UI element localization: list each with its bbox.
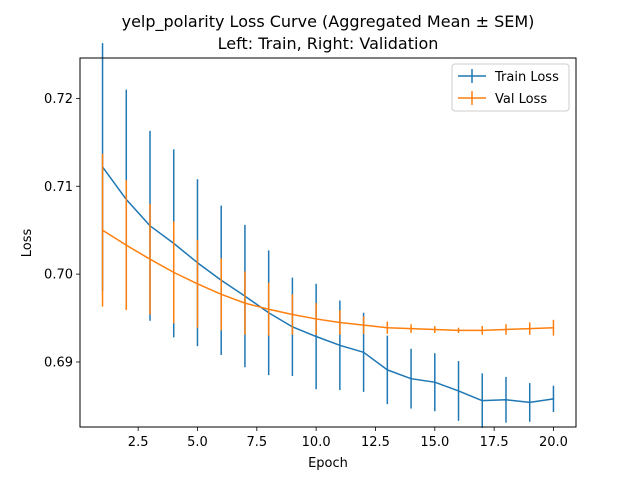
data-point bbox=[386, 369, 389, 371]
x-axis-label: Epoch bbox=[308, 456, 348, 471]
x-tick-label: 17.5 bbox=[480, 435, 509, 450]
series-layer bbox=[101, 43, 555, 428]
x-tick-label: 12.5 bbox=[361, 435, 390, 450]
data-point bbox=[362, 324, 365, 326]
data-point bbox=[528, 327, 531, 330]
data-point bbox=[291, 313, 294, 316]
chart-title-line1: yelp_polarity Loss Curve (Aggregated Mea… bbox=[122, 12, 535, 32]
chart-title-line2: Left: Train, Right: Validation bbox=[218, 34, 439, 53]
series-line bbox=[101, 166, 554, 404]
data-point bbox=[457, 390, 460, 392]
x-tick-label: 10.0 bbox=[302, 435, 331, 450]
data-point bbox=[505, 328, 507, 331]
x-tick-label: 20.0 bbox=[539, 435, 568, 450]
y-tick-label: 0.70 bbox=[44, 268, 73, 283]
data-point bbox=[505, 398, 507, 401]
tick-layer: 2.5 5.0 7.5 10.0 12.5 15.0 17.5 20.0 0.69 0.70 0.7… bbox=[44, 92, 568, 450]
data-point bbox=[552, 398, 555, 400]
legend-label: Train Loss bbox=[494, 70, 559, 85]
series-val-loss bbox=[101, 153, 555, 336]
data-point bbox=[362, 351, 365, 354]
data-point bbox=[172, 271, 175, 274]
data-point bbox=[315, 335, 317, 338]
legend: Train Loss Val Loss bbox=[451, 63, 570, 112]
data-point bbox=[244, 302, 246, 304]
data-point bbox=[481, 399, 484, 402]
data-point bbox=[433, 381, 436, 383]
data-point bbox=[267, 308, 270, 311]
series-line bbox=[102, 229, 554, 332]
data-point bbox=[196, 282, 199, 285]
data-point bbox=[149, 258, 151, 260]
data-point bbox=[315, 318, 317, 320]
data-point bbox=[339, 321, 341, 324]
data-point bbox=[386, 326, 389, 329]
data-point bbox=[220, 293, 223, 296]
data-point bbox=[528, 401, 531, 404]
x-tick-label: 2.5 bbox=[128, 435, 149, 450]
y-tick-label: 0.69 bbox=[44, 355, 73, 370]
x-tick-label: 5.0 bbox=[187, 435, 208, 450]
x-tick-label: 7.5 bbox=[246, 435, 267, 450]
legend-label: Val Loss bbox=[495, 92, 547, 107]
plot-frame bbox=[79, 57, 577, 428]
y-tick-label: 0.72 bbox=[44, 92, 73, 107]
data-point bbox=[481, 329, 484, 332]
data-point bbox=[552, 326, 555, 329]
data-point bbox=[125, 244, 128, 246]
data-point bbox=[410, 377, 412, 380]
data-point bbox=[410, 327, 412, 330]
data-point bbox=[457, 329, 460, 332]
data-point bbox=[433, 328, 436, 331]
y-tick-label: 0.71 bbox=[44, 180, 73, 195]
data-point bbox=[339, 344, 341, 347]
y-axis-label: Loss bbox=[20, 229, 35, 258]
data-point bbox=[101, 229, 104, 231]
x-tick-label: 15.0 bbox=[420, 435, 449, 450]
